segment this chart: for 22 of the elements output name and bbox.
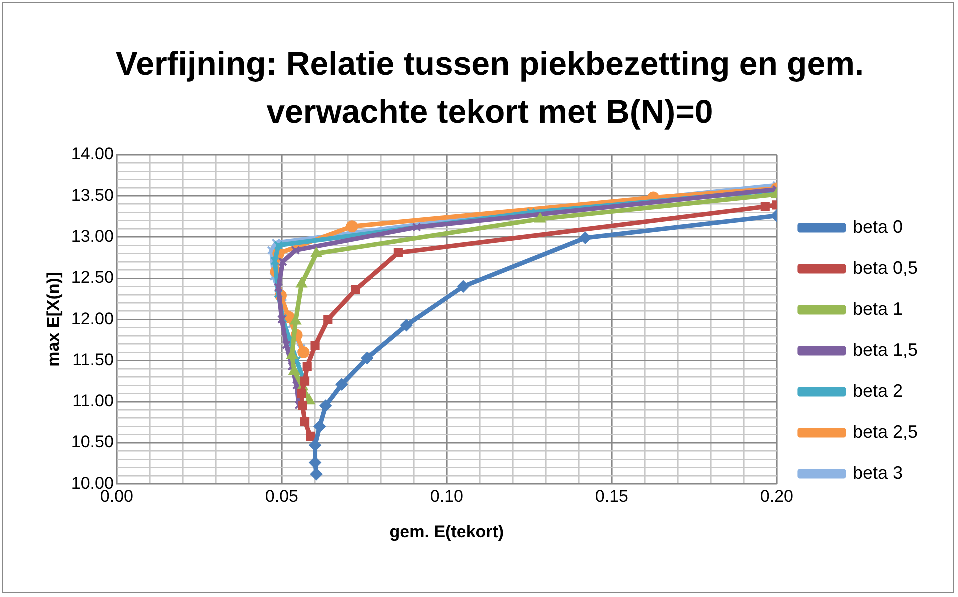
- x-tick-label: 0.10: [430, 487, 464, 506]
- legend-label: beta 1,5: [852, 340, 918, 360]
- legend-label: beta 0: [852, 216, 903, 237]
- x-axis-title: gem. E(tekort): [390, 522, 504, 542]
- y-tick-label: 11.00: [72, 392, 114, 411]
- x-tick-label: 0.15: [595, 487, 628, 506]
- y-axis-title: max E[X(n)]: [44, 272, 63, 367]
- legend-label: beta 3: [852, 462, 903, 483]
- legend-label: beta 0,5: [852, 258, 918, 278]
- y-tick-label: 14.00: [71, 144, 114, 164]
- x-tick-label: 0.20: [760, 487, 794, 506]
- chart-title: Verfijning: Relatie tussen piekbezetting en gem. verwachte tekort met B(N)=0: [114, 44, 866, 132]
- y-tick-label: 13.50: [71, 186, 114, 205]
- y-tick-label: 11.50: [72, 350, 114, 370]
- y-tick-label: 13.00: [71, 226, 114, 246]
- y-tick-label: 12.50: [71, 268, 114, 288]
- legend-label: beta 1: [852, 298, 903, 319]
- x-tick-label: 0.05: [265, 487, 298, 506]
- legend-label: beta 2,5: [852, 422, 918, 442]
- legend-label: beta 2: [852, 380, 903, 401]
- y-tick-label: 10.50: [71, 432, 114, 452]
- y-tick-label: 12.00: [71, 309, 114, 328]
